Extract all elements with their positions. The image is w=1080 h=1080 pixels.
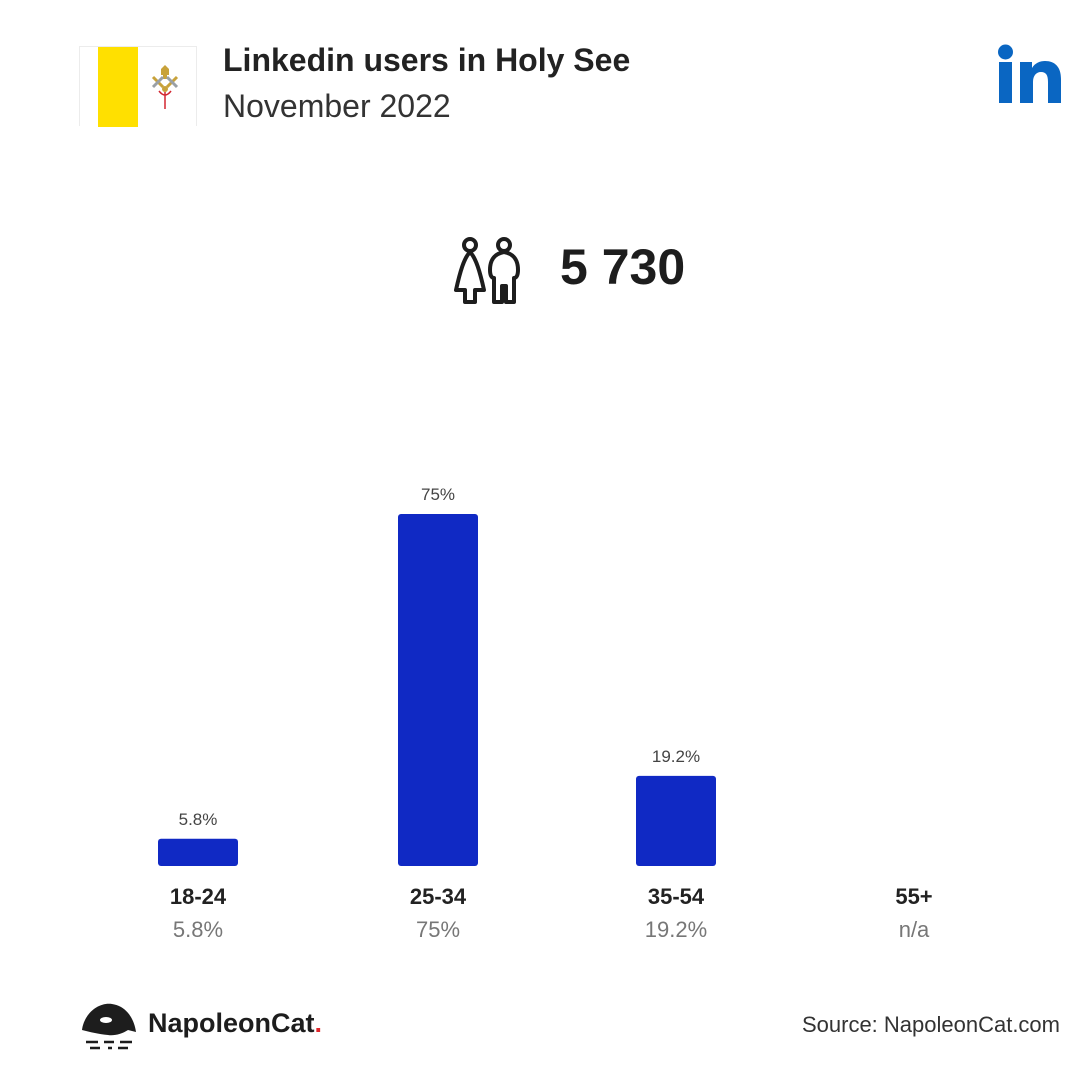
total-users-value: 5 730 [560, 239, 686, 295]
category-label-55+: 55+ [895, 884, 933, 909]
bar-25-34 [398, 514, 478, 866]
category-value-35-54: 19.2% [644, 917, 708, 942]
page-subtitle: November 2022 [223, 88, 451, 124]
napoleoncat-logo [78, 1000, 140, 1057]
category-value-25-34: 75% [415, 917, 461, 942]
bar-35-54 [636, 775, 716, 866]
country-flag [79, 46, 197, 127]
brand-dot: . [314, 1008, 323, 1038]
users-icon [452, 236, 524, 309]
category-label-35-54: 35-54 [647, 884, 705, 909]
brand-name: NapoleonCat. [148, 1008, 323, 1038]
flag-emblem [151, 65, 179, 109]
source-text: Source: NapoleonCat.com [801, 1012, 1060, 1037]
category-value-18-24: 5.8% [172, 917, 224, 942]
flag-yellow-stripe [98, 47, 138, 127]
bar-label-35-54: 19.2% [652, 747, 700, 766]
linkedin-icon [997, 44, 1063, 109]
bar-18-24 [158, 838, 238, 866]
category-label-18-24: 18-24 [169, 884, 227, 909]
page-title: Linkedin users in Holy See [223, 42, 631, 78]
bar-label-18-24: 5.8% [179, 810, 218, 829]
bar-label-25-34: 75% [421, 485, 455, 504]
category-value-55+: n/a [898, 917, 930, 942]
category-label-25-34: 25-34 [409, 884, 467, 909]
